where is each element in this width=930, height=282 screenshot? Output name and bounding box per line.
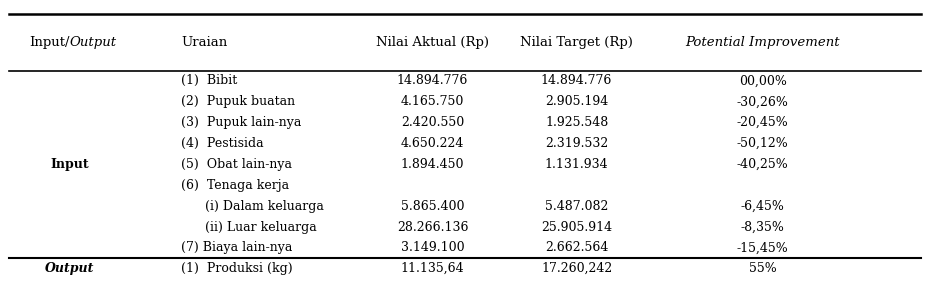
Text: -50,12%: -50,12%	[737, 137, 789, 150]
Text: Input: Input	[50, 158, 89, 171]
Text: Output: Output	[70, 36, 117, 49]
Text: 2.905.194: 2.905.194	[545, 95, 608, 108]
Text: 2.420.550: 2.420.550	[401, 116, 464, 129]
Text: Input/: Input/	[29, 36, 70, 49]
Text: 1.131.934: 1.131.934	[545, 158, 608, 171]
Text: 00,00%: 00,00%	[738, 74, 787, 87]
Text: 1.894.450: 1.894.450	[401, 158, 464, 171]
Text: -6,45%: -6,45%	[740, 200, 785, 213]
Text: -30,26%: -30,26%	[737, 95, 789, 108]
Text: 28.266.136: 28.266.136	[397, 221, 468, 233]
Text: Uraian: Uraian	[181, 36, 228, 49]
Text: 17.260,242: 17.260,242	[541, 262, 612, 275]
Text: -40,25%: -40,25%	[737, 158, 789, 171]
Text: 2.662.564: 2.662.564	[545, 241, 608, 254]
Text: (1)  Produksi (kg): (1) Produksi (kg)	[181, 262, 293, 275]
Text: 2.319.532: 2.319.532	[545, 137, 608, 150]
Text: Nilai Aktual (Rp): Nilai Aktual (Rp)	[376, 36, 489, 49]
Text: (7) Biaya lain-nya: (7) Biaya lain-nya	[181, 241, 293, 254]
Text: 4.165.750: 4.165.750	[401, 95, 464, 108]
Text: 14.894.776: 14.894.776	[541, 74, 612, 87]
Text: 11.135,64: 11.135,64	[401, 262, 464, 275]
Text: Nilai Target (Rp): Nilai Target (Rp)	[520, 36, 633, 49]
Text: 3.149.100: 3.149.100	[401, 241, 464, 254]
Text: -8,35%: -8,35%	[740, 221, 785, 233]
Text: (6)  Tenaga kerja: (6) Tenaga kerja	[181, 179, 289, 192]
Text: 55%: 55%	[749, 262, 777, 275]
Text: -15,45%: -15,45%	[737, 241, 789, 254]
Text: (5)  Obat lain-nya: (5) Obat lain-nya	[181, 158, 292, 171]
Text: 5.487.082: 5.487.082	[545, 200, 608, 213]
Text: -20,45%: -20,45%	[737, 116, 789, 129]
Text: 25.905.914: 25.905.914	[541, 221, 612, 233]
Text: (i) Dalam keluarga: (i) Dalam keluarga	[181, 200, 325, 213]
Text: 5.865.400: 5.865.400	[401, 200, 464, 213]
Text: (2)  Pupuk buatan: (2) Pupuk buatan	[181, 95, 296, 108]
Text: 1.925.548: 1.925.548	[545, 116, 608, 129]
Text: 14.894.776: 14.894.776	[397, 74, 468, 87]
Text: Potential Improvement: Potential Improvement	[685, 36, 840, 49]
Text: (4)  Pestisida: (4) Pestisida	[181, 137, 264, 150]
Text: (ii) Luar keluarga: (ii) Luar keluarga	[181, 221, 317, 233]
Text: 4.650.224: 4.650.224	[401, 137, 464, 150]
Text: (1)  Bibit: (1) Bibit	[181, 74, 237, 87]
Text: Output: Output	[45, 262, 95, 275]
Text: (3)  Pupuk lain-nya: (3) Pupuk lain-nya	[181, 116, 301, 129]
